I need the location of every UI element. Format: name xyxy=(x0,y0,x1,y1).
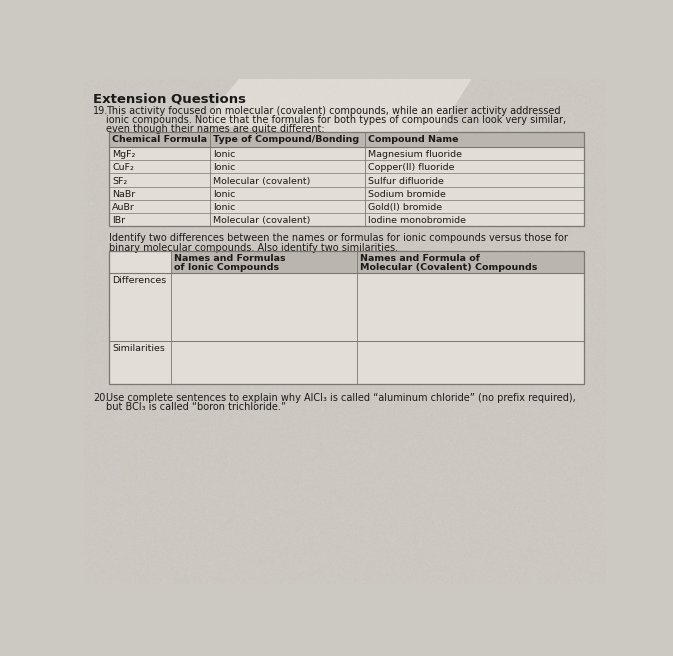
Text: Identify two differences between the names or formulas for ionic compounds versu: Identify two differences between the nam… xyxy=(109,234,568,243)
Text: Use complete sentences to explain why AlCl₃ is called “aluminum chloride” (no pr: Use complete sentences to explain why Al… xyxy=(106,393,575,403)
Text: Type of Compound/Bonding: Type of Compound/Bonding xyxy=(213,135,359,144)
Text: binary molecular compounds. Also identify two similarities.: binary molecular compounds. Also identif… xyxy=(109,243,398,253)
Text: Molecular (Covalent) Compounds: Molecular (Covalent) Compounds xyxy=(360,263,538,272)
Text: Molecular (covalent): Molecular (covalent) xyxy=(213,216,310,225)
Text: Sodium bromide: Sodium bromide xyxy=(367,190,446,199)
Text: Similarities: Similarities xyxy=(112,344,165,353)
Text: Molecular (covalent): Molecular (covalent) xyxy=(213,176,310,186)
Text: Ionic: Ionic xyxy=(213,163,235,173)
Text: 20.: 20. xyxy=(94,393,109,403)
Text: Names and Formulas: Names and Formulas xyxy=(174,255,285,263)
Text: CuF₂: CuF₂ xyxy=(112,163,134,173)
Bar xyxy=(109,251,584,384)
Bar xyxy=(109,132,584,226)
Text: Iodine monobromide: Iodine monobromide xyxy=(367,216,466,225)
Text: even though their names are quite different:: even though their names are quite differ… xyxy=(106,124,324,134)
Text: Differences: Differences xyxy=(112,276,166,285)
Text: Ionic: Ionic xyxy=(213,150,235,159)
Bar xyxy=(171,251,584,273)
Bar xyxy=(109,132,584,147)
Text: Ionic: Ionic xyxy=(213,190,235,199)
Text: Copper(II) fluoride: Copper(II) fluoride xyxy=(367,163,454,173)
Text: of Ionic Compounds: of Ionic Compounds xyxy=(174,263,279,272)
Bar xyxy=(109,132,584,226)
Bar xyxy=(109,251,584,384)
Text: Ionic: Ionic xyxy=(213,203,235,212)
Text: SF₂: SF₂ xyxy=(112,176,127,186)
Text: Sulfur difluoride: Sulfur difluoride xyxy=(367,176,444,186)
Polygon shape xyxy=(201,79,472,140)
Text: Names and Formula of: Names and Formula of xyxy=(360,255,480,263)
Text: ionic compounds. Notice that the formulas for both types of compounds can look v: ionic compounds. Notice that the formula… xyxy=(106,115,566,125)
Text: Gold(I) bromide: Gold(I) bromide xyxy=(367,203,442,212)
Text: MgF₂: MgF₂ xyxy=(112,150,135,159)
Text: This activity focused on molecular (covalent) compounds, while an earlier activi: This activity focused on molecular (cova… xyxy=(106,106,561,115)
Text: Compound Name: Compound Name xyxy=(367,135,458,144)
Text: Magnesium fluoride: Magnesium fluoride xyxy=(367,150,462,159)
Text: IBr: IBr xyxy=(112,216,125,225)
Text: Extension Questions: Extension Questions xyxy=(94,92,246,106)
Text: NaBr: NaBr xyxy=(112,190,135,199)
Text: 19.: 19. xyxy=(94,106,108,115)
Text: Chemical Formula: Chemical Formula xyxy=(112,135,207,144)
Text: AuBr: AuBr xyxy=(112,203,135,212)
Text: but BCl₃ is called “boron trichloride.”: but BCl₃ is called “boron trichloride.” xyxy=(106,402,286,412)
